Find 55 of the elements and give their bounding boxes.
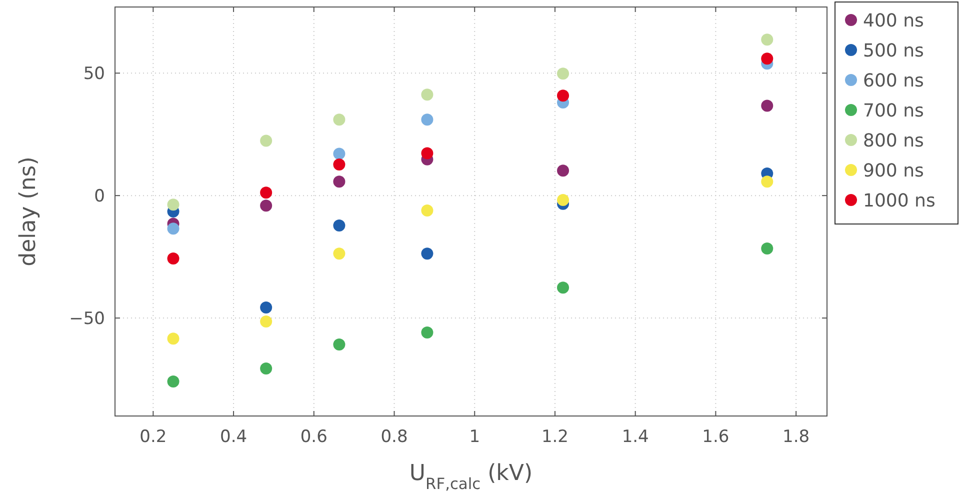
- point: [260, 186, 272, 199]
- point: [260, 302, 272, 314]
- point: [260, 200, 272, 212]
- legend-label: 400 ns: [863, 10, 924, 32]
- point: [421, 114, 434, 126]
- point: [333, 148, 346, 160]
- x-tick-label: 1.2: [541, 427, 568, 447]
- point: [421, 88, 434, 101]
- x-tick-label: 1.8: [782, 427, 810, 447]
- x-tick-label: 0.6: [300, 427, 328, 447]
- x-tick-label: 1: [469, 427, 480, 447]
- x-tick-label: 1.6: [702, 427, 730, 447]
- point: [333, 248, 346, 260]
- x-tick-label: 0.4: [220, 427, 248, 447]
- point: [333, 114, 346, 126]
- legend-label: 900 ns: [863, 160, 924, 182]
- y-tick-label: 50: [83, 64, 105, 84]
- point: [167, 198, 180, 211]
- point: [761, 52, 774, 65]
- point: [761, 176, 774, 188]
- point: [167, 222, 180, 235]
- x-tick-label: 0.2: [140, 427, 167, 447]
- point: [333, 158, 346, 170]
- point: [761, 242, 774, 254]
- point: [557, 282, 570, 294]
- legend-label: 700 ns: [863, 100, 924, 122]
- legend-label: 1000 ns: [863, 190, 936, 212]
- point: [421, 147, 434, 160]
- y-axis-title: delay (ns): [16, 156, 41, 266]
- point: [167, 375, 180, 388]
- point: [761, 34, 774, 46]
- legend-label: 500 ns: [863, 40, 924, 62]
- point: [421, 204, 434, 217]
- x-tick-label: 1.4: [622, 427, 649, 447]
- point: [557, 164, 570, 177]
- point: [333, 338, 346, 350]
- point: [333, 219, 346, 232]
- x-axis-title: U$_{RF,calc}$ (kV): [409, 461, 533, 493]
- point: [421, 248, 434, 260]
- point: [557, 68, 570, 80]
- point: [167, 252, 180, 265]
- x-tick-label: 0.8: [380, 427, 408, 447]
- legend-label: 800 ns: [863, 130, 924, 152]
- point: [557, 90, 570, 102]
- point: [557, 194, 570, 206]
- point: [167, 332, 180, 345]
- point: [761, 100, 774, 112]
- point: [333, 176, 346, 188]
- point: [260, 315, 272, 328]
- point: [260, 362, 272, 374]
- legend-label: 600 ns: [863, 70, 924, 92]
- point: [260, 134, 272, 147]
- y-tick-label: −50: [69, 308, 105, 329]
- point: [421, 326, 434, 338]
- y-tick-label: 0: [94, 186, 105, 207]
